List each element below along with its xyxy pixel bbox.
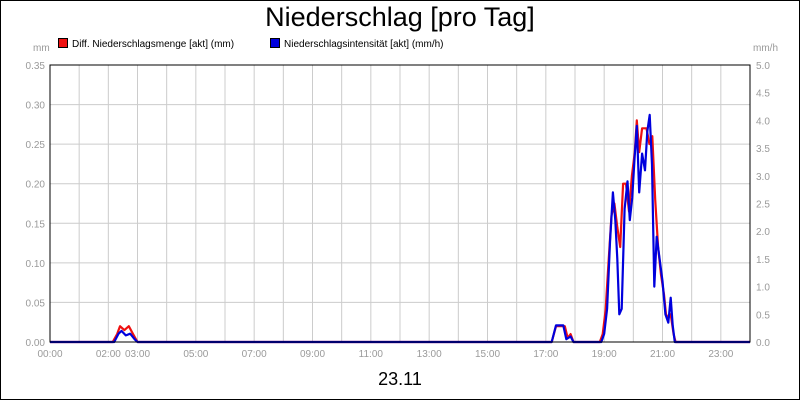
y-left-tick-label: 0.00 <box>26 338 46 349</box>
x-tick-label: 21:00 <box>650 349 675 360</box>
x-tick-label: 13:00 <box>417 349 442 360</box>
y-left-tick-label: 0.30 <box>26 101 46 112</box>
x-tick-label: 11:00 <box>359 349 384 360</box>
x-tick-label: 03:00 <box>125 349 150 360</box>
x-tick-label: 19:00 <box>592 349 617 360</box>
y-right-tick-label: 1.5 <box>756 255 770 266</box>
chart-title: Niederschlag [pro Tag] <box>265 2 535 32</box>
y-right-tick-label: 2.5 <box>756 200 770 211</box>
y-left-unit: mm <box>33 43 50 54</box>
y-right-tick-label: 3.5 <box>756 144 770 155</box>
y-left-tick-label: 0.10 <box>26 259 46 270</box>
y-right-tick-label: 0.0 <box>756 338 770 349</box>
y-left-tick-label: 0.05 <box>26 298 46 309</box>
date-label: 23.11 <box>378 369 422 389</box>
y-left-tick-label: 0.25 <box>26 140 46 151</box>
y-left-tick-label: 0.15 <box>26 219 46 230</box>
legend-label-niederschlagsintensitaet: Niederschlagsintensität [akt] (mm/h) <box>284 39 444 50</box>
y-right-tick-label: 2.0 <box>756 227 770 238</box>
legend-swatch-red <box>58 38 68 48</box>
legend-label-niederschlagsmenge: Diff. Niederschlagsmenge [akt] (mm) <box>72 39 235 50</box>
x-tick-label: 23:00 <box>708 349 733 360</box>
x-tick-label: 00:00 <box>37 349 62 360</box>
x-tick-label: 09:00 <box>300 349 325 360</box>
y-left-tick-label: 0.35 <box>26 61 46 72</box>
x-tick-label: 05:00 <box>183 349 208 360</box>
y-right-tick-label: 3.0 <box>756 172 770 183</box>
y-right-tick-label: 1.0 <box>756 283 770 294</box>
y-right-tick-label: 0.5 <box>756 310 770 321</box>
x-tick-label: 15:00 <box>475 349 500 360</box>
y-right-tick-label: 5.0 <box>756 61 770 72</box>
legend-item-niederschlagsintensitaet: Niederschlagsintensität [akt] (mm/h) <box>270 38 444 50</box>
y-right-tick-label: 4.0 <box>756 116 770 127</box>
plot-border <box>49 64 751 343</box>
x-tick-label: 07:00 <box>242 349 267 360</box>
y-right-tick-label: 4.5 <box>756 89 770 100</box>
legend-item-niederschlagsmenge: Diff. Niederschlagsmenge [akt] (mm) <box>58 38 234 50</box>
x-tick-label: 02:00 <box>96 349 121 360</box>
legend-swatch-blue <box>270 38 280 48</box>
y-left-tick-label: 0.20 <box>26 180 46 191</box>
y-right-unit: mm/h <box>753 43 778 54</box>
x-tick-label: 17:00 <box>533 349 558 360</box>
